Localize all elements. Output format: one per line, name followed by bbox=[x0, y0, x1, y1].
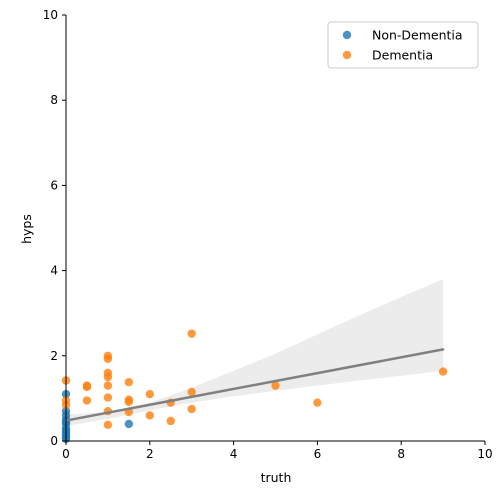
data-point-dementia-16 bbox=[124, 397, 134, 407]
data-point-dementia-21 bbox=[166, 416, 175, 426]
x-tick-label-8: 8 bbox=[397, 447, 405, 461]
data-point-dementia-19 bbox=[145, 411, 154, 420]
x-tick-label-10: 10 bbox=[477, 447, 492, 461]
data-point-non-dementia-12 bbox=[124, 419, 134, 429]
data-point-dementia-23 bbox=[187, 387, 196, 397]
y-tick-label-4: 4 bbox=[50, 264, 58, 278]
data-point-dementia-22 bbox=[187, 329, 196, 338]
data-point-dementia-7 bbox=[103, 354, 113, 363]
legend-marker-dementia bbox=[342, 50, 352, 60]
data-point-dementia-24 bbox=[187, 404, 196, 414]
legend-label-non-dementia: Non-Dementia bbox=[372, 28, 463, 43]
data-point-dementia-10 bbox=[103, 381, 113, 390]
axes-layer bbox=[65, 15, 485, 442]
data-point-dementia-11 bbox=[103, 393, 113, 402]
x-tick-label-0: 0 bbox=[62, 447, 70, 461]
legend: Non-Dementia Dementia bbox=[327, 21, 479, 69]
y-tick-label-8: 8 bbox=[50, 93, 58, 107]
data-point-dementia-25 bbox=[271, 381, 280, 390]
x-tick-label-4: 4 bbox=[230, 447, 238, 461]
x-axis-label: truth bbox=[261, 470, 292, 485]
data-point-dementia-27 bbox=[438, 367, 448, 376]
confidence-band bbox=[66, 279, 444, 427]
y-tick-label-6: 6 bbox=[50, 178, 58, 192]
legend-frame bbox=[327, 21, 479, 69]
data-point-dementia-13 bbox=[103, 420, 113, 430]
data-point-dementia-5 bbox=[82, 396, 92, 405]
data-point-dementia-4 bbox=[82, 382, 92, 392]
data-point-dementia-9 bbox=[103, 372, 113, 382]
y-axis-label: hyps bbox=[19, 214, 34, 244]
x-tick-label-6: 6 bbox=[314, 447, 322, 461]
data-point-dementia-18 bbox=[145, 389, 154, 399]
regression-layer bbox=[64, 348, 445, 422]
legend-label-dementia: Dementia bbox=[372, 48, 433, 63]
confidence-band-layer bbox=[66, 279, 444, 427]
y-tick-label-0: 0 bbox=[50, 434, 58, 448]
data-point-dementia-26 bbox=[313, 398, 322, 407]
x-tick-label-2: 2 bbox=[146, 447, 154, 461]
y-tick-label-10: 10 bbox=[43, 8, 58, 22]
data-point-dementia-14 bbox=[124, 378, 134, 387]
regression-line bbox=[64, 348, 445, 422]
ticks-layer: 0 2 4 6 8 10 0 2 4 6 8 10 bbox=[43, 8, 493, 461]
y-tick-label-2: 2 bbox=[50, 349, 58, 363]
legend-marker-non-dementia bbox=[342, 30, 352, 40]
